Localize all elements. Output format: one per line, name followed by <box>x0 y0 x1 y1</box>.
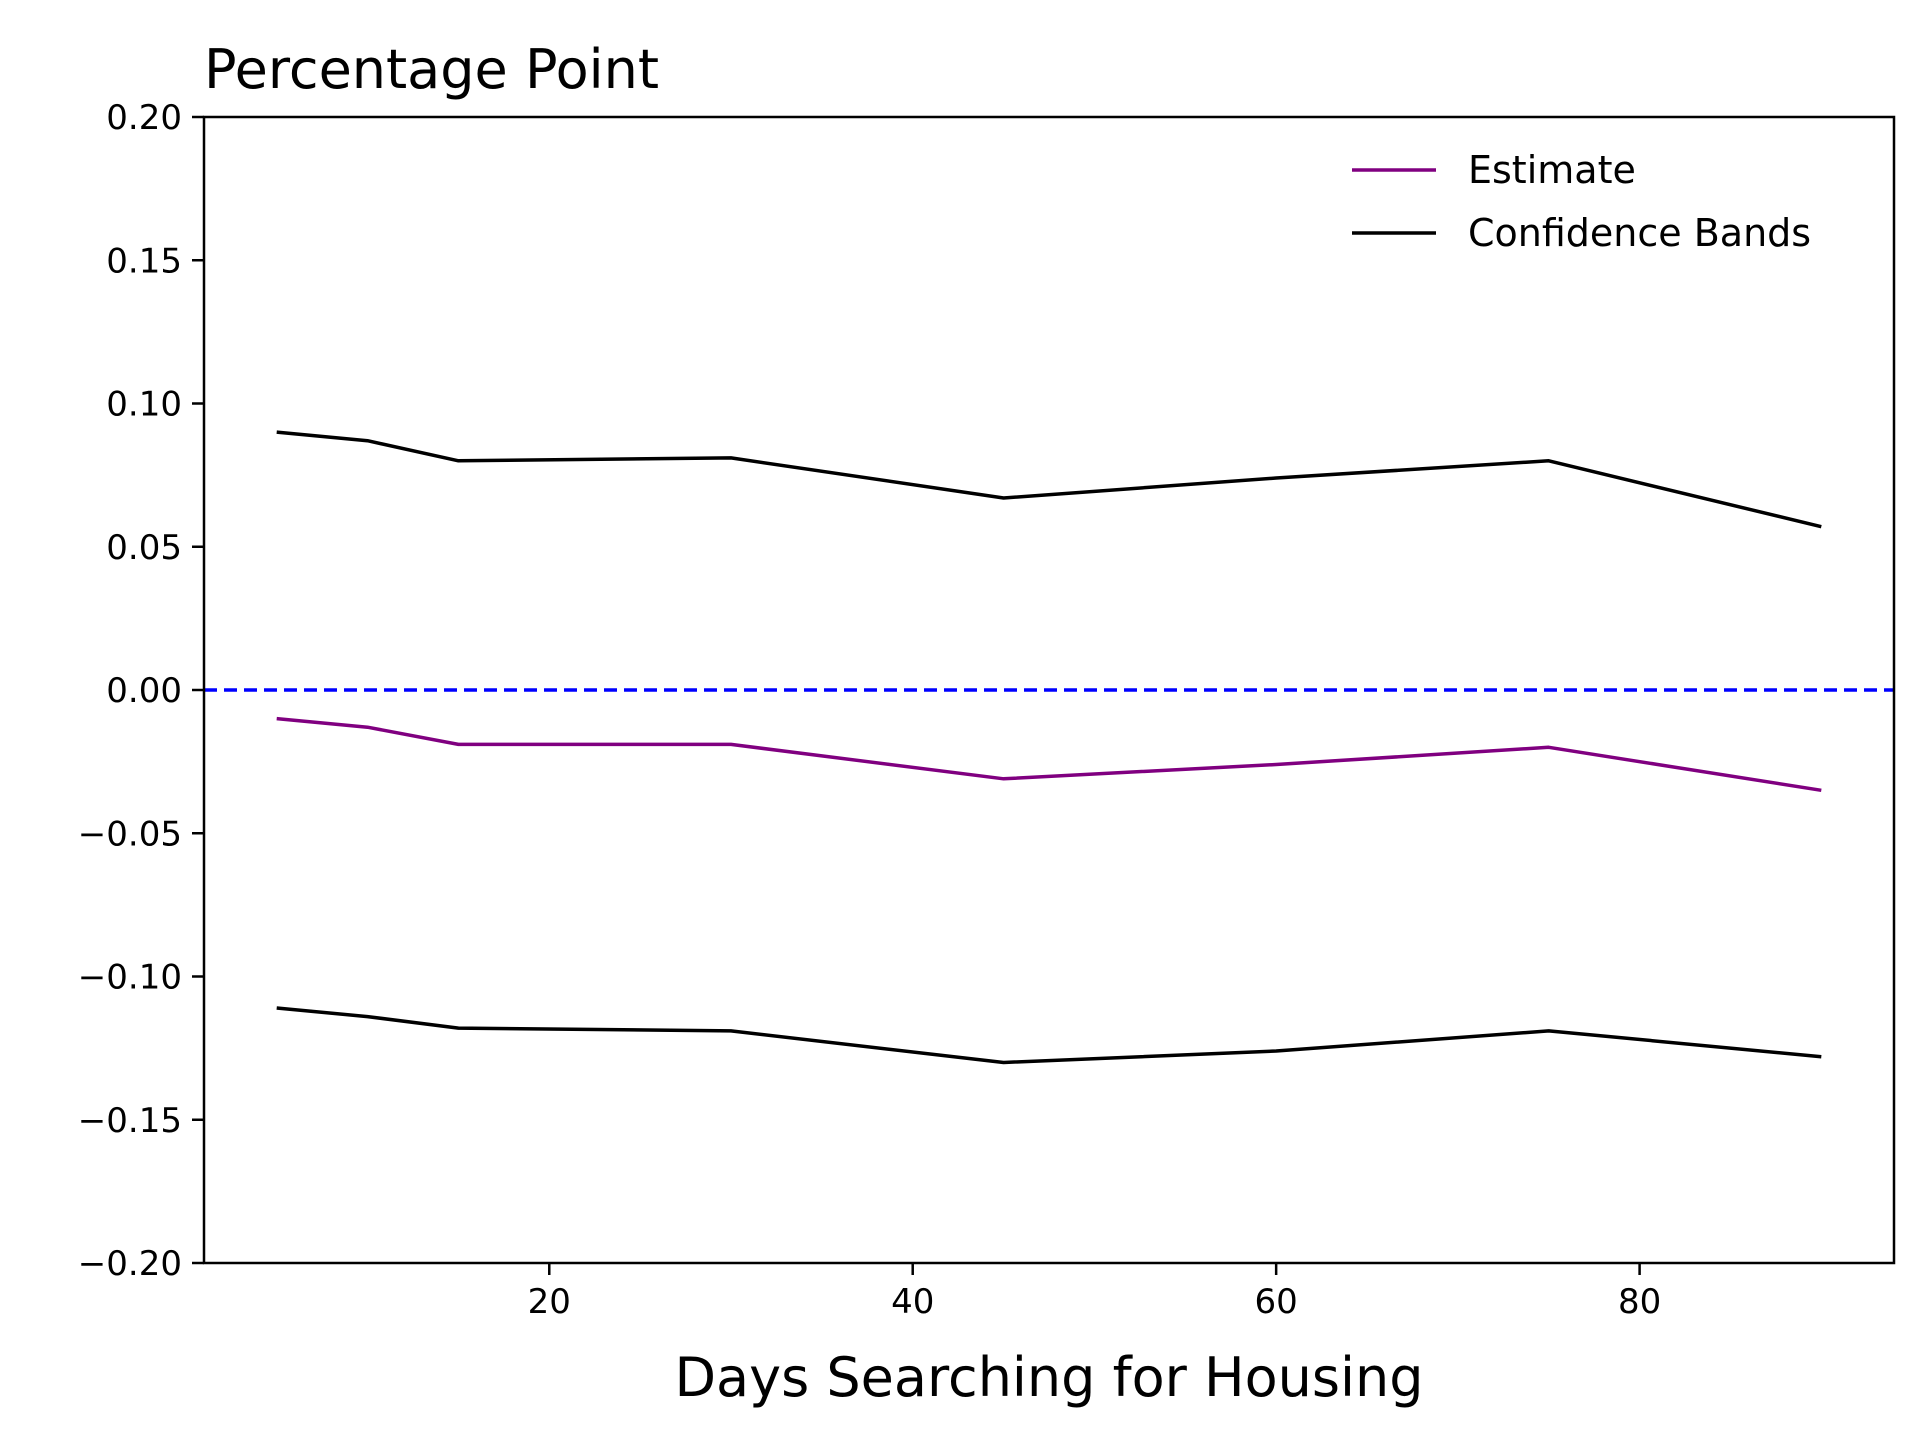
estimate-line <box>276 716 1822 793</box>
legend-label: Estimate <box>1468 148 1636 192</box>
y-tick-label: −0.05 <box>78 814 182 854</box>
y-tick-label: 0.15 <box>106 241 182 281</box>
y-tick-label: 0.20 <box>106 98 182 138</box>
x-tick-label: 20 <box>528 1282 571 1322</box>
y-tick-label: 0.00 <box>106 671 182 711</box>
x-tick-label: 40 <box>891 1282 934 1322</box>
y-tick-label: 0.05 <box>106 528 182 568</box>
legend-label: Confidence Bands <box>1468 211 1811 255</box>
y-axis: 0.20 0.15 0.10 0.05 0.00 −0.05 −0.10 −0.15 −0.20 <box>78 98 204 1284</box>
x-tick-label: 60 <box>1255 1282 1298 1322</box>
chart-title: Percentage Point <box>204 38 659 101</box>
y-tick-label: −0.15 <box>78 1101 182 1141</box>
x-axis-title: Days Searching for Housing <box>674 1346 1423 1409</box>
confidence-band-upper-line <box>276 430 1822 529</box>
y-tick-label: −0.20 <box>78 1244 182 1284</box>
series-layer <box>276 430 1822 1065</box>
x-tick-label: 80 <box>1618 1282 1661 1322</box>
legend: Estimate Confidence Bands <box>1352 148 1811 255</box>
y-tick-label: −0.10 <box>78 958 182 998</box>
x-axis: 20 40 60 80 <box>528 1263 1661 1322</box>
confidence-band-lower-line <box>276 1006 1822 1065</box>
y-tick-label: 0.10 <box>106 385 182 425</box>
